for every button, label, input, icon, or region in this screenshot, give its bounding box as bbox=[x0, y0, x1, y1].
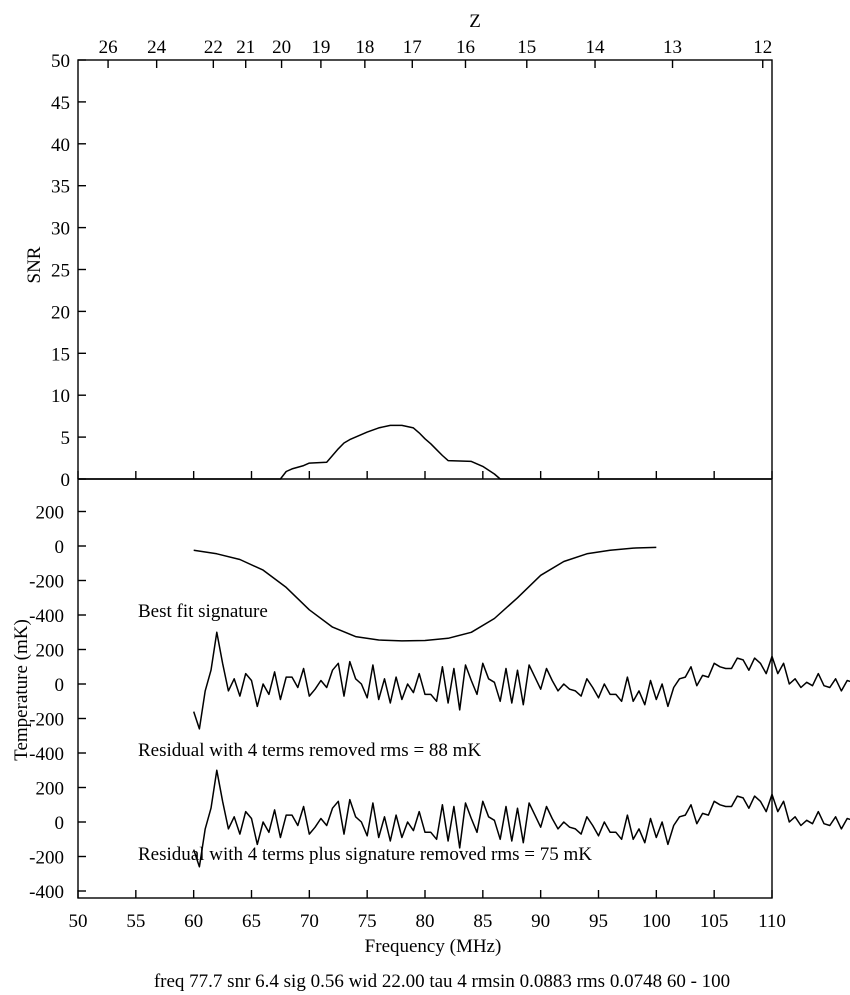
snr-tick-label: 15 bbox=[51, 344, 70, 365]
signature-curve bbox=[193, 546, 657, 642]
snr-tick-label: 5 bbox=[61, 428, 71, 449]
temperature-tick-label: 0 bbox=[55, 537, 65, 558]
snr-tick-label: 20 bbox=[51, 302, 70, 323]
z-tick-label: 20 bbox=[272, 37, 291, 58]
snr-tick-label: 45 bbox=[51, 93, 70, 114]
temperature-axis-label: Temperature (mK) bbox=[11, 619, 32, 761]
snr-tick-label: 0 bbox=[61, 470, 71, 491]
z-tick-label: 26 bbox=[99, 37, 118, 58]
temperature-tick-label: -400 bbox=[29, 882, 64, 903]
temperature-tick-label: -200 bbox=[29, 848, 64, 869]
frequency-tick-label: 90 bbox=[531, 911, 550, 932]
z-tick-label: 18 bbox=[355, 37, 374, 58]
frequency-tick-label: 50 bbox=[69, 911, 88, 932]
residual-1-label: Residual with 4 terms removed rms = 88 m… bbox=[138, 740, 481, 761]
residual-signature-curve bbox=[192, 769, 850, 868]
residual-4-terms-curve bbox=[192, 631, 850, 730]
z-tick-label: 14 bbox=[586, 37, 606, 58]
top-axis-ticks: 26 24 22 21 20 19 18 17 16 15 14 13 12 bbox=[99, 37, 772, 68]
snr-tick-label: 25 bbox=[51, 261, 70, 282]
frequency-tick-label: 75 bbox=[358, 911, 377, 932]
z-tick-label: 19 bbox=[311, 37, 330, 58]
frequency-tick-label: 60 bbox=[184, 911, 203, 932]
snr-tick-label: 35 bbox=[51, 177, 70, 198]
z-tick-label: 16 bbox=[456, 37, 475, 58]
temperature-tick-label: 200 bbox=[36, 779, 65, 800]
snr-curve bbox=[78, 424, 772, 480]
temperature-tick-label: -400 bbox=[29, 606, 64, 627]
temperature-series bbox=[192, 546, 850, 868]
temperature-tick-label: 200 bbox=[36, 503, 65, 524]
top-axis-label: Z bbox=[469, 11, 481, 32]
temperature-tick-label: 0 bbox=[55, 813, 65, 834]
fit-summary-text: freq 77.7 snr 6.4 sig 0.56 wid 22.00 tau… bbox=[154, 971, 730, 992]
temperature-tick-label: -200 bbox=[29, 710, 64, 731]
frequency-axis-label: Frequency (MHz) bbox=[365, 936, 502, 957]
z-tick-label: 17 bbox=[403, 37, 422, 58]
temperature-axis-ticks: 200 0 -200 -400 200 0 -200 -400 200 0 -200 -400 bbox=[29, 503, 86, 903]
residual-2-label: Residual with 4 terms plus signature rem… bbox=[138, 844, 592, 865]
frequency-tick-label: 105 bbox=[700, 911, 729, 932]
frequency-tick-label: 85 bbox=[473, 911, 492, 932]
z-tick-label: 22 bbox=[204, 37, 223, 58]
z-tick-label: 13 bbox=[663, 37, 682, 58]
snr-tick-label: 10 bbox=[51, 386, 70, 407]
frequency-tick-label: 110 bbox=[758, 911, 786, 932]
z-tick-label: 15 bbox=[517, 37, 536, 58]
temperature-tick-label: -200 bbox=[29, 572, 64, 593]
snr-axis-ticks: 0 5 10 15 20 25 30 35 40 45 50 bbox=[51, 51, 86, 491]
snr-tick-label: 40 bbox=[51, 135, 70, 156]
snr-axis-label: SNR bbox=[24, 246, 45, 283]
snr-tick-label: 30 bbox=[51, 219, 70, 240]
temperature-tick-label: 200 bbox=[36, 641, 65, 662]
temperature-tick-label: -400 bbox=[29, 744, 64, 765]
frequency-tick-label: 100 bbox=[642, 911, 671, 932]
signature-label: Best fit signature bbox=[138, 601, 268, 622]
frequency-tick-label: 80 bbox=[416, 911, 435, 932]
z-tick-label: 24 bbox=[147, 37, 167, 58]
snr-tick-label: 50 bbox=[51, 51, 70, 72]
frequency-tick-label: 70 bbox=[300, 911, 319, 932]
frequency-tick-label: 55 bbox=[126, 911, 145, 932]
frequency-tick-label: 65 bbox=[242, 911, 261, 932]
frequency-tick-label: 95 bbox=[589, 911, 608, 932]
frequency-axis-ticks: 50 55 60 65 70 75 80 85 90 95 100 105 110 bbox=[69, 471, 786, 932]
temperature-tick-label: 0 bbox=[55, 675, 65, 696]
z-tick-label: 21 bbox=[236, 37, 255, 58]
z-tick-label: 12 bbox=[753, 37, 772, 58]
